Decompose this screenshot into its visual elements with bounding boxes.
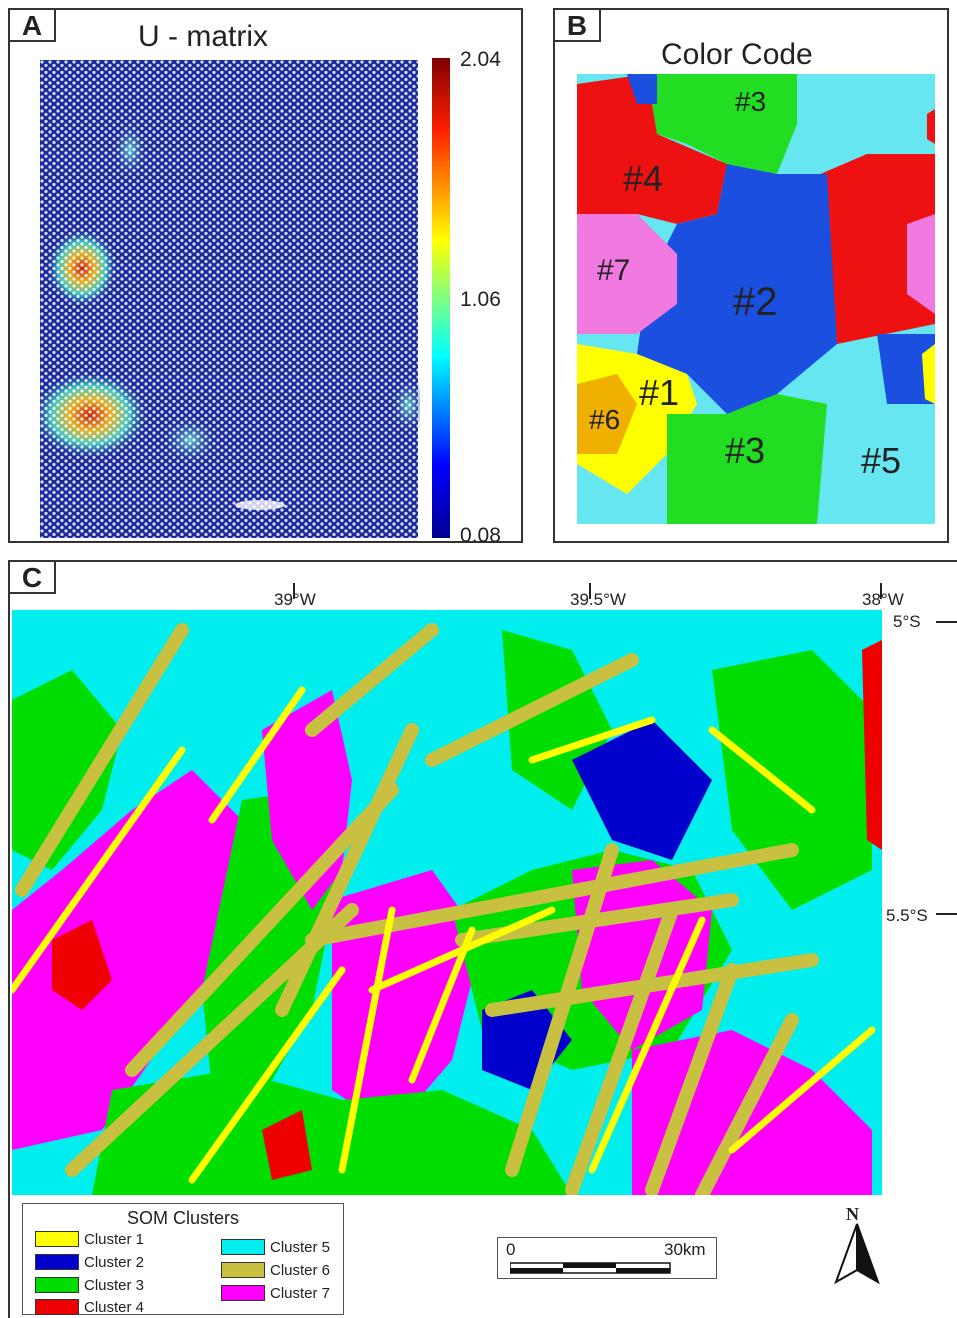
cluster-label-2: #2	[733, 280, 778, 324]
north-arrow-icon	[834, 1223, 880, 1285]
color-code-map	[577, 74, 935, 524]
map-region-cluster-3	[92, 1070, 572, 1195]
cluster-label-6: #6	[589, 404, 621, 435]
legend-swatch	[221, 1262, 265, 1278]
legend-label: Cluster 6	[270, 1261, 331, 1279]
legend-item-cluster-5: Cluster 5	[221, 1238, 330, 1256]
legend-item-cluster-2: Cluster 2	[35, 1253, 144, 1271]
colorbar	[432, 58, 450, 538]
map-region-cluster-4	[52, 920, 112, 1010]
panel-a-title: U - matrix	[138, 20, 268, 53]
region-cluster-6	[577, 374, 637, 454]
legend-item-cluster-1: Cluster 1	[35, 1230, 144, 1248]
cluster-label-4: #4	[623, 158, 664, 199]
region-cluster-2-center	[637, 164, 837, 414]
cluster-label-5: #5	[861, 440, 902, 481]
som-cluster-map	[12, 610, 882, 1195]
legend-item-cluster-7: Cluster 7	[221, 1284, 330, 1302]
map-region-cluster-2	[572, 720, 712, 860]
colorbar-min-label: 0.08	[460, 524, 501, 547]
map-region-cluster-3	[12, 670, 122, 870]
legend-label: Cluster 7	[270, 1284, 331, 1302]
cluster-label-3-bottom: #3	[725, 430, 766, 471]
legend-item-cluster-4: Cluster 4	[35, 1298, 144, 1316]
legend-label: Cluster 5	[270, 1238, 331, 1256]
region-cluster-3-bottom	[667, 394, 827, 524]
panel-a-letter: A	[8, 8, 56, 42]
region-cluster-1-small	[922, 344, 935, 404]
legend-swatch	[35, 1231, 79, 1247]
north-label: N	[846, 1204, 859, 1224]
legend-swatch	[35, 1254, 79, 1270]
legend-label: Cluster 2	[84, 1253, 145, 1271]
legend-swatch	[35, 1299, 79, 1315]
legend-label: Cluster 3	[84, 1276, 145, 1294]
u-matrix-hex-cells	[40, 60, 418, 538]
scale-bar: 0 30km	[497, 1237, 717, 1279]
panel-b-letter: B	[553, 8, 601, 42]
region-cluster-7-right	[907, 214, 935, 314]
lon-label-38w: 38°W	[862, 590, 904, 609]
map-region-cluster-4	[862, 640, 882, 850]
lat-label-5s: 5°S	[893, 612, 921, 631]
scale-bar-start: 0	[506, 1240, 516, 1259]
lon-label-39-5w: 39.5°W	[570, 590, 626, 609]
region-cluster-2-small	[627, 74, 657, 104]
lat-ticks	[936, 621, 957, 915]
region-cluster-2-small-right	[877, 334, 935, 404]
scale-bar-graphic	[510, 1262, 671, 1274]
cluster-label-3-top: #3	[735, 86, 767, 117]
legend-swatch	[221, 1239, 265, 1255]
colorbar-mid-label: 1.06	[460, 288, 501, 311]
region-cluster-4-left	[577, 74, 727, 224]
u-matrix-white-spot	[235, 500, 285, 510]
panel-b-title: Color Code	[661, 38, 813, 71]
map-region-cluster-3	[712, 650, 872, 910]
legend-swatch	[35, 1277, 79, 1293]
lon-label-39w: 39°W	[274, 590, 316, 609]
legend: SOM Clusters Cluster 1 Cluster 2 Cluster…	[22, 1203, 344, 1316]
map-region-cluster-7	[12, 770, 242, 1150]
u-matrix-map	[40, 60, 420, 538]
scale-bar-end: 30km	[664, 1240, 706, 1259]
panel-a: A U - matrix	[8, 8, 523, 547]
legend-label: Cluster 1	[84, 1230, 145, 1248]
legend-item-cluster-6: Cluster 6	[221, 1261, 330, 1279]
cluster-label-7: #7	[597, 254, 631, 287]
region-cluster-4-right	[797, 154, 935, 344]
legend-item-cluster-3: Cluster 3	[35, 1276, 144, 1294]
legend-label: Cluster 4	[84, 1298, 145, 1316]
region-cluster-4-small	[927, 109, 935, 144]
region-cluster-3-top	[647, 74, 797, 174]
legend-title: SOM Clusters	[126, 1208, 240, 1228]
colorbar-max-label: 2.04	[460, 48, 501, 71]
panel-b: B Color Code #3 #4 #7 #2 #1 #6 #3 #5	[553, 8, 949, 543]
lat-label-5-5s: 5.5°S	[886, 906, 928, 925]
region-cluster-7-left	[577, 214, 677, 334]
map-ticks	[293, 583, 882, 599]
map-region-cluster-4	[262, 1110, 312, 1180]
cluster-1-lineaments	[12, 686, 876, 1184]
legend-swatch	[221, 1285, 265, 1301]
cluster-label-1: #1	[639, 372, 680, 413]
panel-c-letter: C	[8, 560, 56, 594]
